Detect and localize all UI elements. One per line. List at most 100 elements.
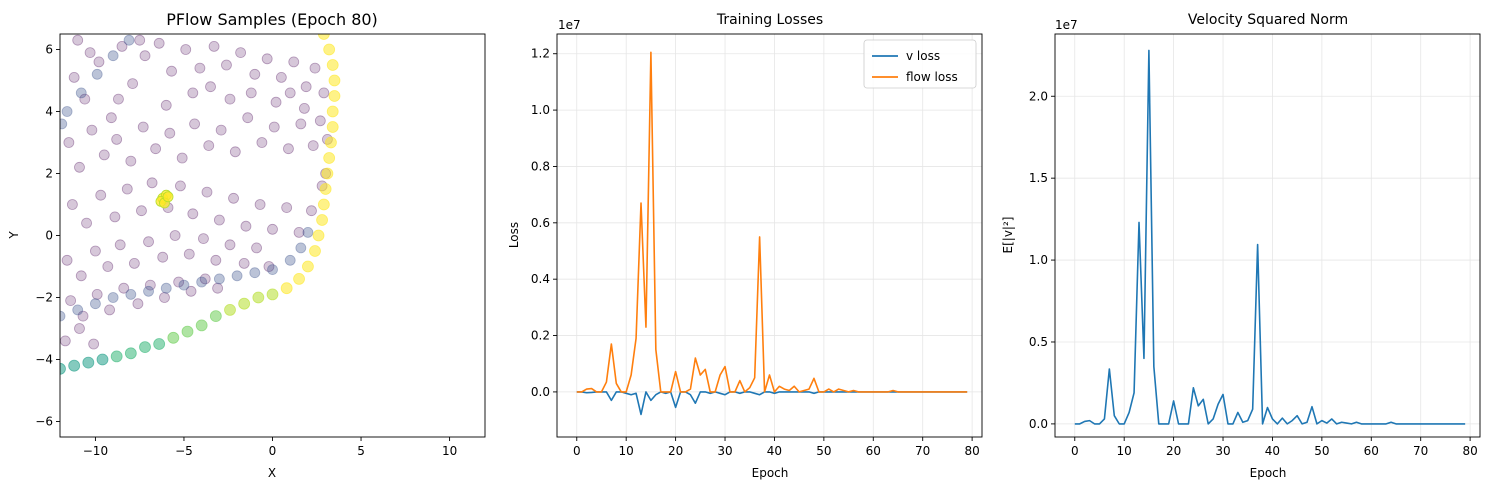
scatter-point-46 bbox=[146, 177, 158, 189]
scatter-band-point-4 bbox=[125, 288, 137, 300]
scatter-point-105 bbox=[318, 87, 330, 99]
scatter-ring-point-0 bbox=[317, 34, 330, 40]
scatter-point-65 bbox=[128, 257, 140, 269]
scatter-point-26 bbox=[137, 121, 149, 133]
scatter-point-22 bbox=[86, 124, 98, 136]
losses-title: Training Losses bbox=[716, 12, 823, 28]
scatter-ring-point-13 bbox=[312, 229, 325, 242]
scatter-point-101 bbox=[84, 47, 96, 58]
scatter-point-13 bbox=[235, 47, 247, 58]
scatter-band-point-17 bbox=[75, 87, 87, 99]
scatter-ring-point-18 bbox=[266, 288, 279, 301]
scatter-point-2 bbox=[93, 56, 105, 68]
velocity-series-line-0 bbox=[1074, 49, 1466, 425]
scatter-point-77 bbox=[77, 310, 89, 322]
scatter-ring-point-22 bbox=[209, 310, 222, 323]
scatter-point-34 bbox=[242, 112, 254, 124]
scatter-title: PFlow Samples (Epoch 80) bbox=[166, 10, 378, 29]
scatter-point-17 bbox=[288, 56, 300, 68]
losses-xtick-label-8: 80 bbox=[964, 444, 979, 458]
scatter-ring-point-26 bbox=[153, 338, 166, 350]
scatter-band-point-10 bbox=[231, 270, 243, 282]
scatter-ring-point-21 bbox=[224, 303, 236, 316]
scatter-point-103 bbox=[245, 87, 257, 99]
scatter-band-point-7 bbox=[178, 279, 190, 291]
scatter-point-53 bbox=[240, 220, 252, 232]
scatter-ytick-label-5: 4 bbox=[45, 105, 53, 119]
scatter-point-72 bbox=[224, 239, 236, 251]
scatter-point-29 bbox=[176, 152, 188, 164]
scatter-point-14 bbox=[249, 68, 261, 80]
scatter-point-90 bbox=[88, 338, 100, 350]
velocity-ylabel: E[|v|²] bbox=[1001, 217, 1015, 254]
losses-series-line-1 bbox=[576, 51, 968, 393]
scatter-ring-point-30 bbox=[96, 353, 109, 366]
velocity-ytick-label-3: 1.5 bbox=[1029, 171, 1048, 185]
scatter-point-39 bbox=[307, 140, 319, 152]
scatter-point-95 bbox=[270, 96, 282, 108]
losses-xtick-label-3: 30 bbox=[717, 444, 732, 458]
scatter-point-73 bbox=[238, 257, 250, 269]
velocity-xtick-label-2: 20 bbox=[1166, 444, 1181, 458]
scatter-point-25 bbox=[125, 155, 137, 167]
velocity-xtick-label-6: 60 bbox=[1364, 444, 1379, 458]
velocity-offset-text: 1e7 bbox=[1055, 18, 1078, 32]
scatter-ring-point-14 bbox=[309, 245, 321, 257]
scatter-point-0 bbox=[68, 72, 80, 83]
scatter-xtick-label-4: 10 bbox=[442, 444, 457, 458]
scatter-point-86 bbox=[199, 273, 211, 285]
scatter-point-43 bbox=[109, 211, 121, 223]
scatter-point-83 bbox=[159, 292, 170, 303]
scatter-point-40 bbox=[66, 199, 78, 210]
scatter-point-42 bbox=[95, 189, 107, 201]
scatter-ring-point-1 bbox=[323, 43, 336, 56]
velocity-frame bbox=[1054, 33, 1481, 438]
scatter-point-85 bbox=[185, 285, 197, 297]
scatter-point-6 bbox=[139, 50, 151, 62]
scatter-ytick-label-0: −6 bbox=[35, 415, 53, 429]
scatter-point-21 bbox=[74, 161, 85, 173]
scatter-point-56 bbox=[281, 202, 293, 214]
losses-frame bbox=[556, 33, 983, 438]
losses-xtick-label-0: 0 bbox=[573, 444, 581, 458]
scatter-cluster-point-4 bbox=[162, 191, 174, 203]
scatter-ytick-label-2: −2 bbox=[35, 291, 53, 305]
velocity-xtick-label-4: 40 bbox=[1265, 444, 1280, 458]
scatter-point-35 bbox=[256, 137, 268, 148]
scatter-point-20 bbox=[63, 137, 75, 148]
scatter-point-67 bbox=[157, 251, 169, 263]
scatter-point-30 bbox=[189, 118, 200, 130]
scatter-band-point-6 bbox=[160, 282, 172, 294]
scatter-point-38 bbox=[295, 118, 307, 130]
scatter-ring-point-20 bbox=[238, 297, 251, 310]
scatter-band-point-21 bbox=[60, 118, 68, 130]
losses-panel: Training Losses 1e7 Epoch Loss 0 10 20 30 40… bbox=[507, 12, 983, 480]
scatter-point-5 bbox=[127, 78, 139, 89]
scatter-xtick-label-2: 0 bbox=[269, 444, 277, 458]
scatter-point-84 bbox=[173, 276, 185, 288]
scatter-ylabel: Y bbox=[7, 231, 21, 240]
velocity-ytick-label-0: 0.0 bbox=[1029, 417, 1048, 431]
scatter-point-50 bbox=[201, 186, 213, 198]
scatter-point-70 bbox=[198, 233, 209, 245]
scatter-ring-point-7 bbox=[325, 136, 337, 149]
scatter-point-15 bbox=[261, 53, 273, 65]
scatter-point-80 bbox=[118, 282, 130, 294]
velocity-xtick-label-8: 80 bbox=[1462, 444, 1477, 458]
scatter-band-point-11 bbox=[249, 267, 261, 279]
scatter-point-63 bbox=[102, 261, 114, 272]
scatter-point-76 bbox=[65, 295, 77, 307]
scatter-ring-point-11 bbox=[317, 198, 330, 211]
scatter-point-41 bbox=[81, 217, 92, 229]
velocity-xtick-label-3: 30 bbox=[1215, 444, 1230, 458]
losses-xtick-label-4: 40 bbox=[767, 444, 782, 458]
scatter-ring-point-27 bbox=[139, 341, 151, 354]
losses-xlabel: Epoch bbox=[752, 466, 789, 480]
velocity-xtick-label-1: 10 bbox=[1117, 444, 1132, 458]
scatter-ring-point-5 bbox=[326, 105, 339, 118]
velocity-ytick-label-1: 0.5 bbox=[1029, 335, 1048, 349]
scatter-ring-point-10 bbox=[319, 183, 332, 195]
scatter-ring-point-2 bbox=[326, 59, 339, 71]
losses-ytick-label-4: 0.8 bbox=[531, 159, 550, 173]
